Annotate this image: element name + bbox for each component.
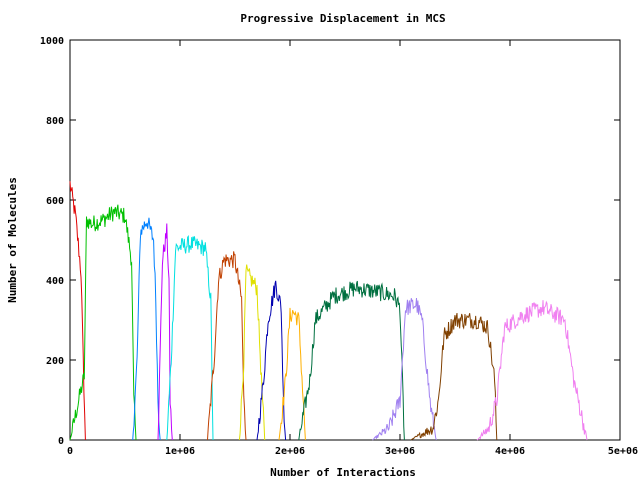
chart-title: Progressive Displacement in MCS bbox=[240, 12, 445, 25]
y-tick-label: 800 bbox=[46, 116, 64, 127]
series-line-3 bbox=[132, 217, 161, 441]
y-axis: 0 200 400 600 800 1000 bbox=[40, 36, 620, 447]
series-line-4 bbox=[157, 223, 173, 441]
series-line-6 bbox=[207, 251, 247, 441]
x-tick-label: 4e+06 bbox=[495, 446, 525, 457]
series-line-11 bbox=[372, 297, 437, 441]
plot-frame bbox=[69, 39, 621, 441]
series-line-5 bbox=[166, 234, 214, 441]
x-axis: 0 1e+06 2e+06 3e+06 4e+06 5e+06 bbox=[67, 40, 638, 457]
series-line-9 bbox=[278, 307, 306, 441]
series-line-12 bbox=[410, 312, 498, 441]
x-axis-label: Number of Interactions bbox=[270, 466, 416, 479]
y-tick-label: 1000 bbox=[40, 36, 64, 47]
series-line-10 bbox=[298, 280, 405, 441]
series-line-2 bbox=[69, 204, 137, 441]
x-tick-label: 1e+06 bbox=[165, 446, 195, 457]
y-tick-label: 200 bbox=[46, 356, 64, 367]
series-line-13 bbox=[476, 300, 588, 441]
series-line-7 bbox=[238, 264, 266, 441]
series-layer bbox=[69, 181, 588, 441]
y-tick-label: 600 bbox=[46, 196, 64, 207]
series-line-8 bbox=[256, 280, 287, 441]
plot-area bbox=[69, 39, 621, 441]
y-axis-label: Number of Molecules bbox=[6, 177, 19, 303]
x-tick-label: 5e+06 bbox=[608, 446, 638, 457]
x-tick-label: 2e+06 bbox=[275, 446, 305, 457]
y-tick-label: 0 bbox=[58, 436, 64, 447]
x-tick-label: 0 bbox=[67, 446, 73, 457]
x-tick-label: 3e+06 bbox=[385, 446, 415, 457]
y-tick-label: 400 bbox=[46, 276, 64, 287]
series-line-1 bbox=[69, 181, 86, 441]
